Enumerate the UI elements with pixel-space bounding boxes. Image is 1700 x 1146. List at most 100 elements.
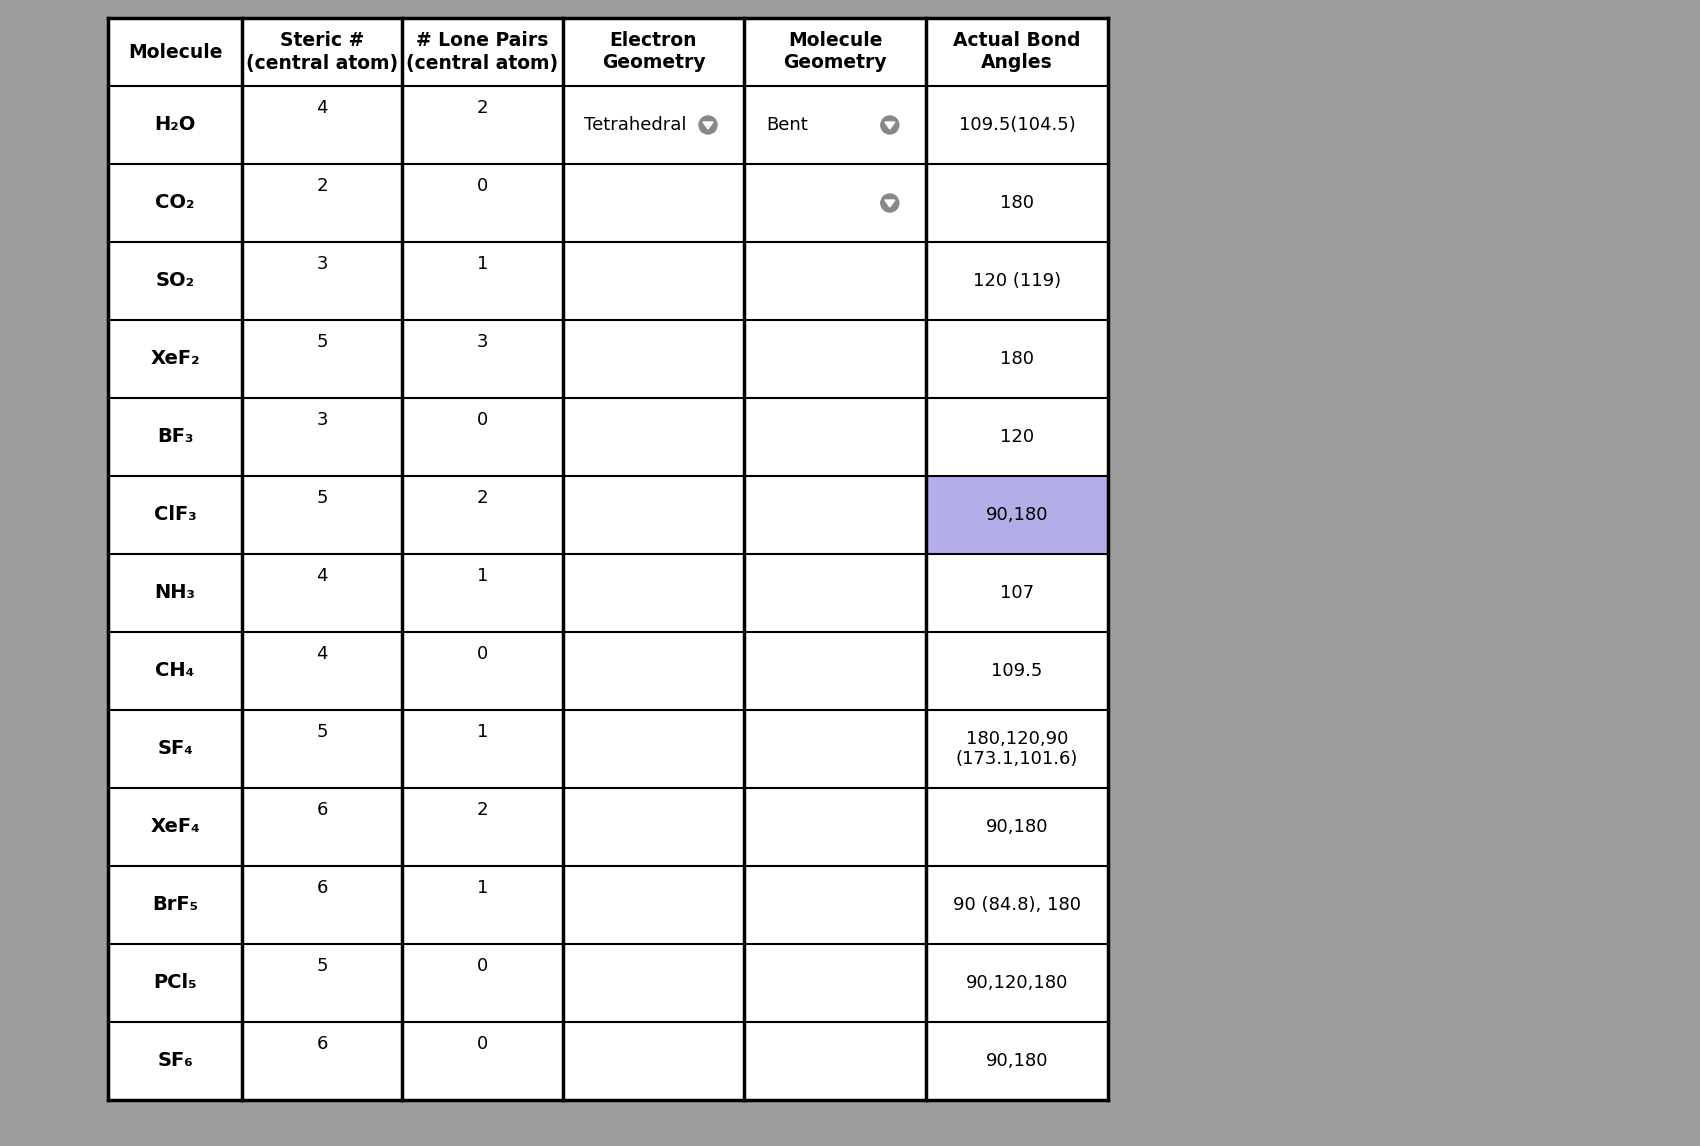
Text: Actual Bond
Angles: Actual Bond Angles xyxy=(954,31,1081,72)
Text: 5: 5 xyxy=(316,332,328,351)
Bar xyxy=(745,554,927,631)
Bar xyxy=(927,944,1108,1022)
Bar xyxy=(563,554,745,631)
Text: 1: 1 xyxy=(476,567,488,584)
Polygon shape xyxy=(704,121,712,129)
Text: ClF₃: ClF₃ xyxy=(153,505,197,525)
Text: 0: 0 xyxy=(476,645,488,662)
Text: 2: 2 xyxy=(316,176,328,195)
Text: Bent: Bent xyxy=(767,116,808,134)
Bar xyxy=(745,1022,927,1100)
Text: 120 (119): 120 (119) xyxy=(972,272,1061,290)
Text: 4: 4 xyxy=(316,99,328,117)
Bar xyxy=(927,631,1108,711)
Bar xyxy=(403,320,563,398)
Bar xyxy=(563,476,745,554)
Bar xyxy=(403,711,563,788)
Bar xyxy=(563,631,745,711)
Text: 6: 6 xyxy=(316,879,328,897)
Bar xyxy=(109,242,241,320)
Bar xyxy=(927,711,1108,788)
Bar xyxy=(563,944,745,1022)
Bar xyxy=(927,320,1108,398)
Text: 4: 4 xyxy=(316,645,328,662)
Bar xyxy=(109,711,241,788)
Bar xyxy=(563,1022,745,1100)
Bar xyxy=(745,788,927,866)
Circle shape xyxy=(699,116,717,134)
Text: 6: 6 xyxy=(316,801,328,819)
Bar xyxy=(563,711,745,788)
Bar xyxy=(241,164,403,242)
Text: CH₄: CH₄ xyxy=(155,661,196,681)
Bar xyxy=(109,398,241,476)
Bar xyxy=(745,866,927,944)
Text: Molecule
Geometry: Molecule Geometry xyxy=(784,31,887,72)
Bar xyxy=(927,788,1108,866)
Text: 6: 6 xyxy=(316,1035,328,1053)
Text: SF₄: SF₄ xyxy=(156,739,194,759)
Text: 5: 5 xyxy=(316,723,328,740)
Bar xyxy=(745,86,927,164)
Text: Steric #
(central atom): Steric # (central atom) xyxy=(246,31,398,72)
Bar xyxy=(109,631,241,711)
Bar xyxy=(563,788,745,866)
Bar xyxy=(927,554,1108,631)
Bar xyxy=(745,476,927,554)
Text: 107: 107 xyxy=(1000,584,1034,602)
Bar xyxy=(563,320,745,398)
Text: 1: 1 xyxy=(476,723,488,740)
Bar xyxy=(403,631,563,711)
Text: 109.5: 109.5 xyxy=(991,662,1042,680)
Bar xyxy=(241,711,403,788)
Text: NH₃: NH₃ xyxy=(155,583,196,603)
Bar xyxy=(241,86,403,164)
Text: SO₂: SO₂ xyxy=(155,272,196,290)
Text: 90,180: 90,180 xyxy=(986,818,1049,835)
Text: Tetrahedral: Tetrahedral xyxy=(585,116,687,134)
Bar xyxy=(241,476,403,554)
Bar xyxy=(563,866,745,944)
Text: CO₂: CO₂ xyxy=(155,194,196,212)
Bar xyxy=(241,554,403,631)
Polygon shape xyxy=(884,201,894,207)
Text: 3: 3 xyxy=(316,254,328,273)
Bar xyxy=(563,86,745,164)
Text: 90,120,180: 90,120,180 xyxy=(966,974,1068,992)
Bar xyxy=(241,18,403,86)
Text: 1: 1 xyxy=(476,254,488,273)
Bar xyxy=(109,86,241,164)
Text: 109.5(104.5): 109.5(104.5) xyxy=(959,116,1076,134)
Text: 5: 5 xyxy=(316,957,328,975)
Text: Electron
Geometry: Electron Geometry xyxy=(602,31,706,72)
Bar xyxy=(241,944,403,1022)
Text: SF₆: SF₆ xyxy=(156,1052,194,1070)
Bar xyxy=(403,476,563,554)
Bar xyxy=(927,398,1108,476)
Bar xyxy=(563,242,745,320)
Text: 0: 0 xyxy=(476,410,488,429)
Bar xyxy=(745,320,927,398)
Bar xyxy=(403,944,563,1022)
Text: 3: 3 xyxy=(316,410,328,429)
Bar xyxy=(109,476,241,554)
Bar xyxy=(403,242,563,320)
Text: 0: 0 xyxy=(476,176,488,195)
Text: 5: 5 xyxy=(316,489,328,507)
Bar xyxy=(241,242,403,320)
Bar xyxy=(745,631,927,711)
Text: 0: 0 xyxy=(476,957,488,975)
Circle shape xyxy=(881,116,899,134)
Text: 1: 1 xyxy=(476,879,488,897)
Bar xyxy=(745,242,927,320)
Text: 2: 2 xyxy=(476,99,488,117)
Text: 180: 180 xyxy=(1000,194,1034,212)
Bar xyxy=(403,554,563,631)
Bar xyxy=(745,18,927,86)
Bar xyxy=(241,788,403,866)
Bar xyxy=(109,866,241,944)
Text: BrF₅: BrF₅ xyxy=(151,895,199,915)
Bar xyxy=(745,164,927,242)
Text: H₂O: H₂O xyxy=(155,116,196,134)
Bar xyxy=(927,164,1108,242)
